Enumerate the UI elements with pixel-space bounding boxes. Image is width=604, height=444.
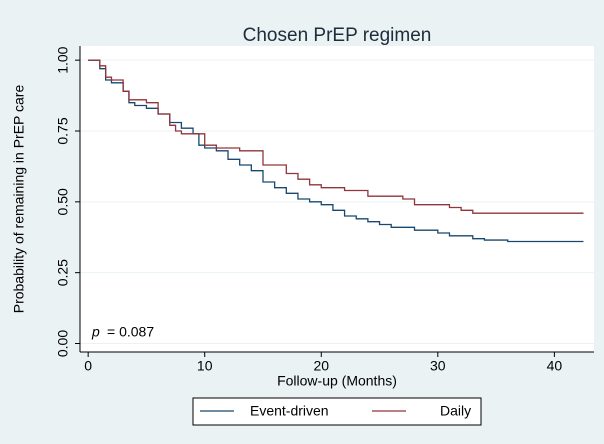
x-tick-label: 40	[547, 358, 563, 374]
y-tick-label: 0.75	[55, 117, 71, 144]
survival-curve	[88, 59, 584, 214]
x-tick-label: 0	[84, 358, 92, 374]
annotation: = 0.087	[107, 324, 154, 340]
x-tick-label: 10	[197, 358, 213, 374]
y-tick-label: 0.50	[55, 188, 71, 215]
legend-label: Daily	[440, 403, 471, 419]
x-axis-label: Follow-up (Months)	[277, 373, 397, 389]
x-tick-label: 30	[430, 358, 446, 374]
x-tick-label: 20	[313, 358, 329, 374]
legend-box	[192, 397, 482, 426]
annotation-symbol: p	[91, 324, 100, 340]
y-axis-label: Probability of remaining in PrEP care	[11, 85, 27, 314]
y-tick-label: 0.25	[55, 259, 71, 286]
plot-area	[80, 46, 594, 352]
y-tick-label: 1.00	[55, 46, 71, 73]
chart-title: Chosen PrEP regimen	[243, 25, 432, 46]
y-tick-label: 0.00	[55, 330, 71, 357]
legend-label: Event-driven	[250, 403, 329, 419]
survival-curve	[88, 59, 584, 243]
